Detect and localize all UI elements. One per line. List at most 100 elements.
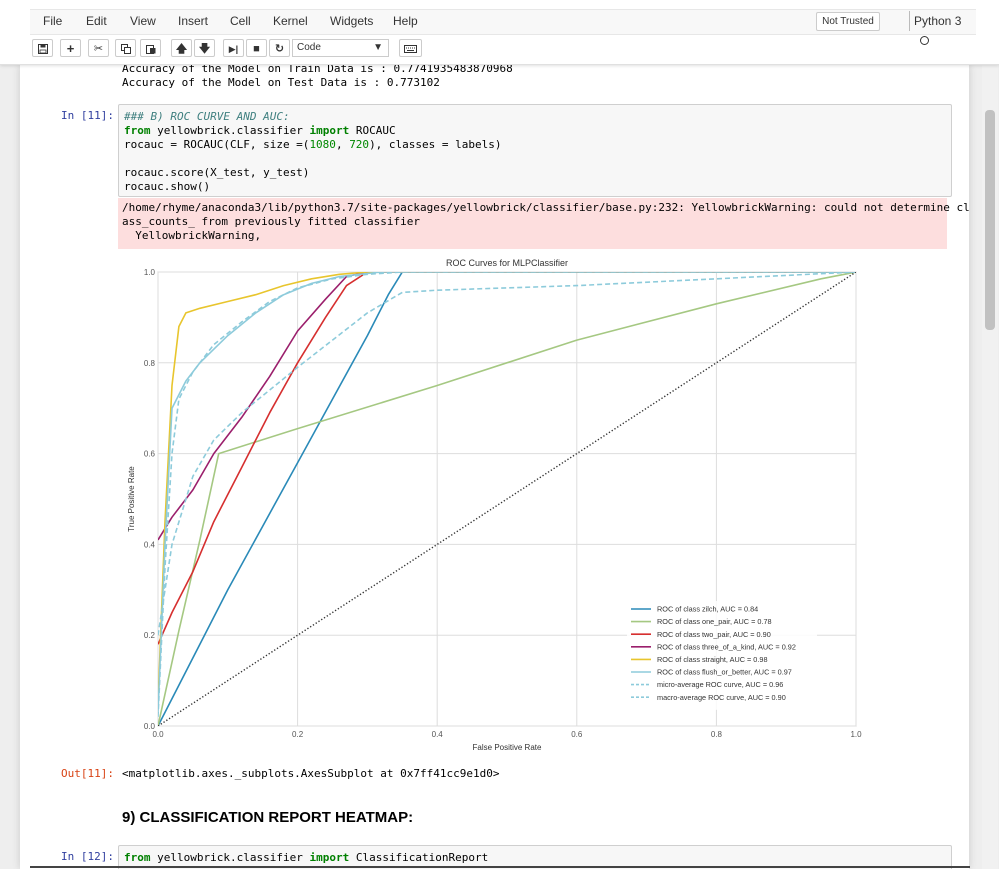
scrollbar-thumb[interactable] [985, 110, 995, 330]
roc-chart: 0.00.0 0.2 0.2 0.4 0.4 0.6 0.6 0.8 0.8 1.0 1.0 ROC … [127, 258, 862, 752]
stop-icon: ■ [253, 43, 260, 55]
code-token: import [309, 124, 350, 137]
roc-series-0 [158, 272, 856, 726]
roc-series-8 [158, 272, 856, 726]
y-axis-label: True Positive Rate [127, 466, 136, 532]
code-token: ClassificationReport [349, 851, 489, 864]
plus-icon: + [66, 41, 75, 56]
x-axis-label: False Positive Rate [473, 743, 542, 752]
menu-cell[interactable]: Cell [230, 14, 251, 28]
notebook-container: Accuracy of the Model on Train Data is :… [20, 64, 969, 869]
chevron-down-icon: ▼ [373, 42, 383, 53]
save-icon [37, 44, 48, 54]
legend-label: ROC of class three_of_a_kind, AUC = 0.92 [657, 642, 796, 651]
notebook-header: File Edit View Insert Cell Kernel Widget… [0, 0, 999, 65]
cell-type-value: Code [297, 42, 321, 53]
warning-line: ass_counts_ from previously fitted class… [122, 215, 421, 228]
chart-title: ROC Curves for MLPClassifier [446, 258, 568, 268]
code-line: from yellowbrick.classifier import Class… [124, 851, 488, 864]
move-up-button[interactable]: 🡅 [171, 39, 192, 57]
code-token: 720 [349, 138, 370, 151]
roc-series-7 [158, 272, 856, 636]
arrow-up-icon: 🡅 [175, 43, 188, 55]
code-token: , [335, 138, 350, 151]
code-line: rocauc.score(X_test, y_test) [124, 166, 309, 179]
code-token: yellowbrick.classifier [150, 851, 310, 864]
x-tick-label: 1.0 [850, 730, 862, 739]
input-prompt-12: In [12]: [61, 850, 114, 863]
kernel-status: Python 3 [909, 11, 976, 46]
y-tick-label: 1.0 [144, 268, 156, 277]
x-tick-label: 0.8 [711, 730, 723, 739]
legend-label: ROC of class straight, AUC = 0.98 [657, 655, 768, 664]
warning-line: /home/rhyme/anaconda3/lib/python3.7/site… [122, 201, 969, 214]
insert-cell-button[interactable]: + [60, 39, 81, 57]
save-button[interactable] [32, 39, 53, 57]
run-icon: ▶| [228, 44, 239, 54]
copy-button[interactable] [115, 39, 136, 57]
kernel-name: Python 3 [914, 14, 962, 28]
code-token: yellowbrick.classifier [150, 124, 310, 137]
code-token: import [309, 851, 350, 864]
x-tick-label: 0.6 [571, 730, 583, 739]
roc-series-2 [158, 272, 856, 645]
code-line: rocauc.show() [124, 180, 210, 193]
menu-kernel[interactable]: Kernel [273, 14, 308, 28]
cell-type-select[interactable]: Code ▼ [292, 39, 389, 57]
paste-icon [145, 45, 155, 54]
restart-icon: ↻ [274, 43, 285, 55]
output-line-train: Accuracy of the Model on Train Data is :… [122, 64, 513, 75]
code-token: ), classes = labels) [369, 138, 502, 151]
scissors-icon: ✂ [93, 43, 104, 55]
cut-button[interactable]: ✂ [88, 39, 109, 57]
legend-box [627, 601, 817, 710]
run-button[interactable]: ▶| [223, 39, 244, 57]
legend-label: macro-average ROC curve, AUC = 0.90 [657, 693, 786, 702]
keyboard-icon [404, 45, 417, 53]
y-tick-label: 0.8 [144, 359, 156, 368]
legend-label: micro-average ROC curve, AUC = 0.96 [657, 680, 783, 689]
copy-icon [120, 44, 131, 54]
menu-file[interactable]: File [43, 14, 63, 28]
code-token: rocauc.score(X_test, y_test) [124, 166, 310, 179]
move-down-button[interactable]: 🡇 [194, 39, 215, 57]
menu-insert[interactable]: Insert [178, 14, 209, 28]
code-token: rocauc.show() [124, 180, 211, 193]
legend-label: ROC of class zilch, AUC = 0.84 [657, 605, 758, 614]
x-tick-label: 0.2 [292, 730, 304, 739]
code-line: ### B) ROC CURVE AND AUC: [124, 110, 290, 123]
menu-widgets[interactable]: Widgets [330, 14, 374, 28]
kernel-idle-icon [920, 36, 929, 46]
paste-button[interactable] [140, 39, 161, 57]
interrupt-button[interactable]: ■ [246, 39, 267, 57]
y-tick-label: 0.4 [144, 540, 156, 549]
section-heading: 9) CLASSIFICATION REPORT HEATMAP: [122, 809, 414, 826]
bottom-divider [30, 866, 970, 868]
menu-view[interactable]: View [130, 14, 156, 28]
roc-series-1 [158, 272, 856, 726]
y-tick-label: 0.2 [144, 631, 156, 640]
code-token: 1080 [309, 138, 336, 151]
restart-button[interactable]: ↻ [269, 39, 290, 57]
output-line-test: Accuracy of the Model on Test Data is : … [122, 76, 440, 89]
code-cell-11[interactable]: ### B) ROC CURVE AND AUC: from yellowbric… [118, 104, 952, 197]
code-cell-12[interactable]: from yellowbrick.classifier import Class… [118, 845, 952, 869]
stderr-warning: /home/rhyme/anaconda3/lib/python3.7/site… [118, 198, 969, 249]
not-trusted-badge[interactable]: Not Trusted [816, 12, 880, 31]
output-repr: <matplotlib.axes._subplots.AxesSubplot a… [122, 767, 500, 780]
legend-label: ROC of class one_pair, AUC = 0.78 [657, 617, 772, 626]
menu-edit[interactable]: Edit [86, 14, 107, 28]
output-prompt-11: Out[11]: [61, 767, 114, 780]
roc-series-6 [158, 272, 856, 717]
roc-series-4 [158, 272, 856, 704]
code-token: ROCAUC [349, 124, 396, 137]
arrow-down-icon: 🡇 [198, 43, 211, 55]
code-token: rocauc = ROCAUC(CLF, size =( [124, 138, 310, 151]
code-token: from [124, 124, 151, 137]
legend-label: ROC of class flush_or_better, AUC = 0.97 [657, 668, 792, 677]
y-tick-label: 0.6 [144, 450, 156, 459]
y-tick-label: 0.0 [144, 722, 156, 731]
menu-help[interactable]: Help [393, 14, 418, 28]
command-palette-button[interactable] [399, 39, 422, 57]
x-tick-label: 0.0 [152, 730, 164, 739]
